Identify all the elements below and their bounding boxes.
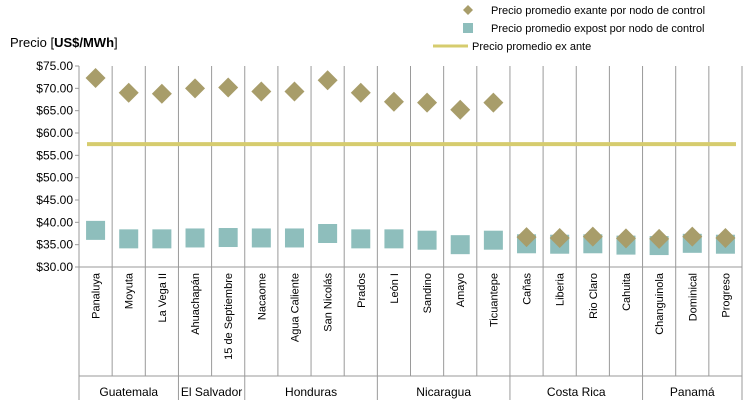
expost-point xyxy=(351,229,371,249)
exante-point xyxy=(218,77,239,98)
exante-point xyxy=(151,83,172,104)
category-label: Agua Caliente xyxy=(289,273,301,342)
exante-point xyxy=(715,227,736,248)
category-label: Ticuantepe xyxy=(488,273,500,327)
exante-point xyxy=(615,228,636,249)
y-tick-label: $45.00 xyxy=(36,193,73,207)
y-tick-label: $30.00 xyxy=(36,260,73,274)
expost-point xyxy=(318,224,338,243)
category-label: León I xyxy=(389,273,401,304)
legend-expost-label: Precio promedio expost por nodo de contr… xyxy=(491,23,704,35)
data-marks xyxy=(85,68,736,256)
expost-point xyxy=(417,230,437,250)
group-label: Panamá xyxy=(670,385,715,399)
expost-point xyxy=(251,228,271,248)
legend-exante-label: Precio promedio exante por nodo de contr… xyxy=(491,5,705,17)
y-tick-label: $35.00 xyxy=(36,238,73,252)
y-tick-label: $55.00 xyxy=(36,148,73,162)
category-label: 15 de Septiembre xyxy=(223,273,235,360)
exante-point xyxy=(649,228,670,249)
exante-point xyxy=(118,82,139,103)
legend: Precio promedio exante por nodo de contr… xyxy=(433,5,705,53)
category-label: Cahuita xyxy=(621,272,633,311)
category-label: Sandino xyxy=(422,273,434,313)
category-label: Ahuachapán xyxy=(190,273,202,335)
category-label: Panaluya xyxy=(91,272,103,319)
exante-point xyxy=(582,226,603,247)
y-tick-label: $50.00 xyxy=(36,171,73,185)
expost-point xyxy=(86,220,106,240)
exante-point xyxy=(417,92,438,113)
y-tick-label: $60.00 xyxy=(36,126,73,140)
group-label: Costa Rica xyxy=(547,385,606,399)
exante-point xyxy=(350,82,371,103)
country-groups: Guatemala El Salvador Honduras Nicaragua Cos… xyxy=(99,376,715,400)
legend-avg-label: Precio promedio ex ante xyxy=(472,41,591,53)
legend-exante-marker xyxy=(463,5,473,15)
category-label: Liberia xyxy=(555,272,567,306)
exante-point xyxy=(317,70,338,91)
y-axis-title: Precio [US$/MWh] xyxy=(10,35,118,50)
exante-point xyxy=(284,81,305,102)
category-label: San Nicolás xyxy=(323,273,335,332)
y-tick-label: $70.00 xyxy=(36,81,73,95)
exante-point xyxy=(450,99,471,120)
exante-point xyxy=(516,227,537,248)
y-tick-label: $75.00 xyxy=(36,59,73,73)
expost-point xyxy=(152,229,172,249)
category-label: La Vega II xyxy=(157,273,169,323)
category-label: Cañas xyxy=(522,273,534,305)
expost-point xyxy=(185,228,205,248)
expost-point xyxy=(284,228,304,248)
exante-point xyxy=(483,92,504,113)
exante-point xyxy=(682,226,703,247)
expost-point xyxy=(450,235,470,255)
group-label: Guatemala xyxy=(99,385,158,399)
exante-point xyxy=(549,227,570,248)
expost-point xyxy=(483,230,503,250)
exante-point xyxy=(251,81,272,102)
category-grid xyxy=(78,66,743,400)
expost-point xyxy=(218,228,238,248)
y-axis: $30.00 $35.00 $40.00 $45.00 $50.00 $55.00 $60.… xyxy=(36,59,79,274)
exante-point xyxy=(185,78,206,99)
exante-point xyxy=(85,68,106,89)
category-label: Rio Claro xyxy=(588,273,600,319)
category-label: Changuinola xyxy=(654,272,666,335)
y-tick-label: $65.00 xyxy=(36,104,73,118)
exante-point xyxy=(383,91,404,112)
expost-point xyxy=(119,229,139,249)
category-label: Progreso xyxy=(720,273,732,318)
category-label: Prados xyxy=(356,273,368,308)
y-tick-label: $40.00 xyxy=(36,215,73,229)
category-labels: Panaluya Moyuta La Vega II Ahuachapán 15 de … xyxy=(91,272,733,360)
group-label: El Salvador xyxy=(181,385,242,399)
expost-point xyxy=(384,229,404,249)
group-label: Honduras xyxy=(285,385,337,399)
category-label: Nacaome xyxy=(256,273,268,320)
category-label: Amayo xyxy=(455,273,467,307)
category-label: Dominical xyxy=(687,273,699,321)
category-label: Moyuta xyxy=(124,272,136,309)
legend-expost-marker xyxy=(463,23,473,33)
group-label: Nicaragua xyxy=(416,385,471,399)
